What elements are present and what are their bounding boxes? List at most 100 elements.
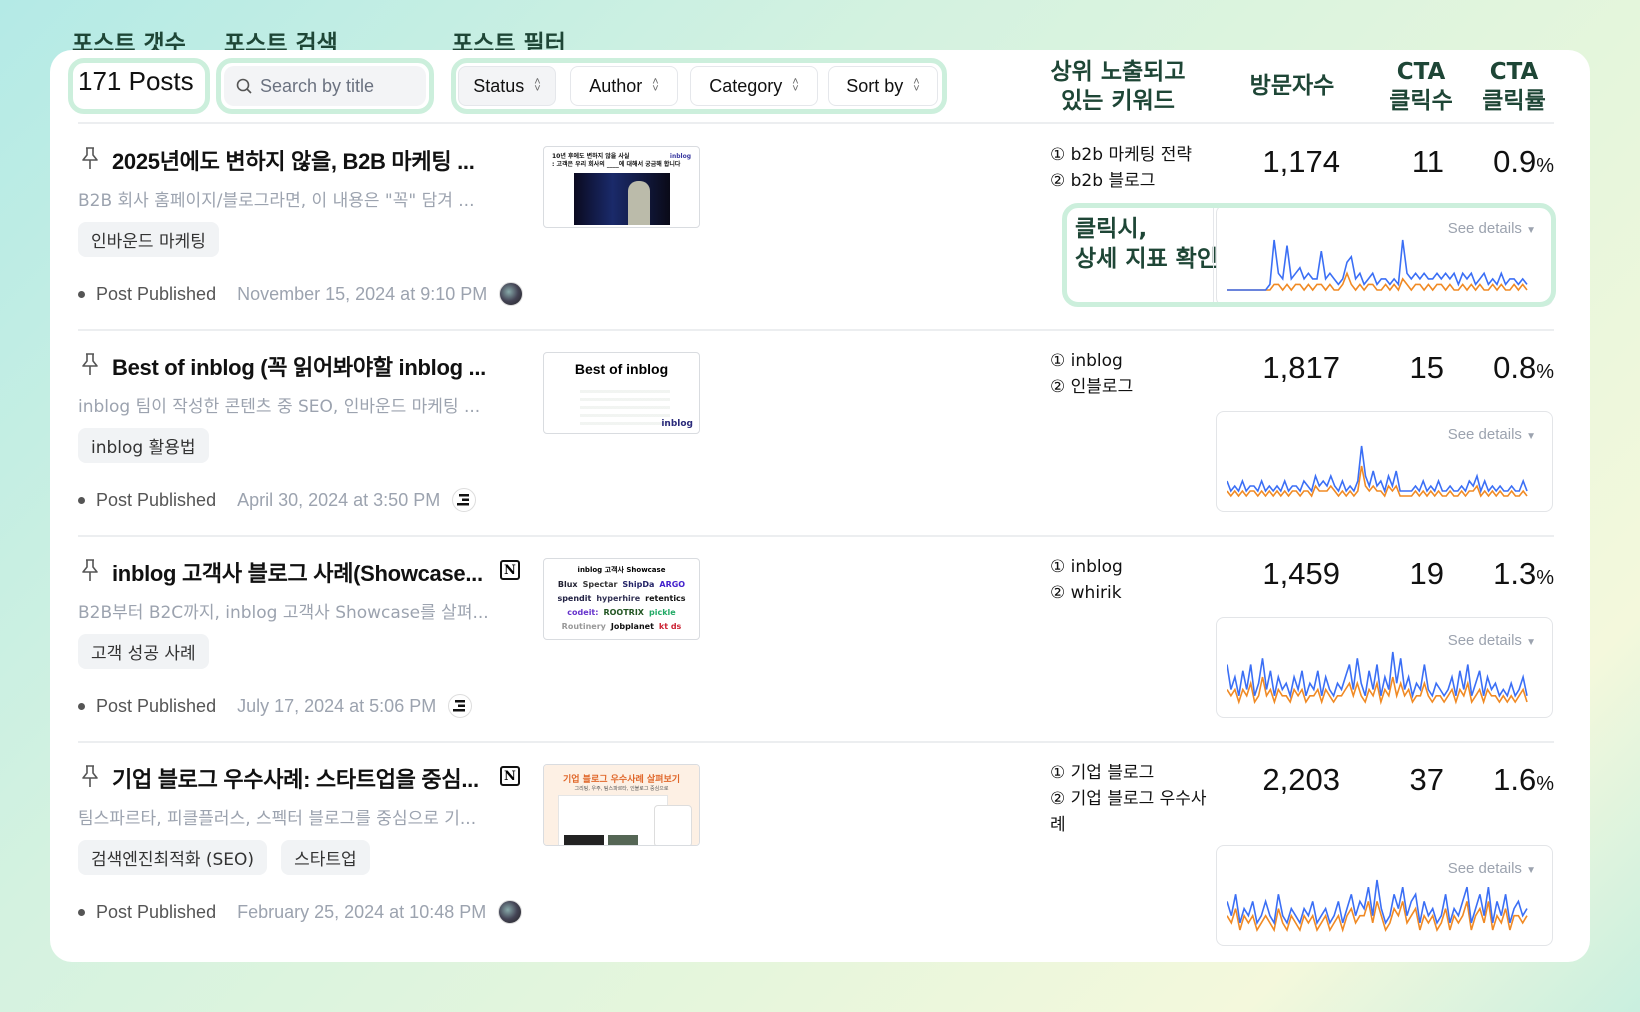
top-keywords: ① inblog ② 인블로그 [1050, 348, 1220, 400]
see-details-button[interactable]: See details ▼ [1448, 426, 1536, 443]
thumb-logo: kt ds [658, 622, 682, 631]
metrics-sparkline[interactable]: See details ▼ [1216, 845, 1553, 946]
thumb-logo: pickle [648, 608, 676, 617]
visitors-count: 2,203 [1262, 762, 1340, 797]
metrics-sparkline[interactable]: See details ▼ [1216, 205, 1553, 306]
search-box[interactable] [224, 66, 426, 106]
post-status: Post Published November 15, 2024 at 9:10 … [78, 282, 524, 306]
status-dot-icon [78, 290, 85, 298]
see-details-label: See details [1447, 632, 1522, 649]
thumb-logo: hyperhire [596, 594, 641, 603]
keyword: ② 인블로그 [1050, 377, 1134, 397]
post-title[interactable]: 기업 블로그 우수사례: 스타트업을 중심... [112, 767, 479, 792]
clicks-line [1227, 271, 1528, 292]
thumb-brand: inblog [661, 419, 693, 429]
category-tag[interactable]: 인바운드 마케팅 [78, 222, 219, 257]
author-filter[interactable]: Author ˄ ˅ [570, 66, 678, 106]
thumb-logo: Spectar [582, 580, 618, 589]
category-tag[interactable]: 검색엔진최적화 (SEO) [78, 840, 268, 875]
thumb-logo: ShipDa [622, 580, 655, 589]
cta-rate-value: 0.8 [1493, 350, 1537, 385]
click-annotation: 클릭시, 상세 지표 확인 [1062, 203, 1556, 307]
category-tag[interactable]: inblog 활용법 [78, 428, 209, 463]
category-filter[interactable]: Category ˄ ˅ [690, 66, 818, 106]
keyword: ① 기업 블로그 [1050, 763, 1155, 783]
post-status: Post Published February 25, 2024 at 10:48… [78, 900, 523, 924]
cta-clicks: 11 [1411, 144, 1444, 179]
post-row[interactable]: Best of inblog (꼭 읽어봐야할 inblog ... inblo… [0, 330, 1640, 537]
post-tags: 고객 성공 사례 [78, 634, 209, 669]
visitors-line [1227, 879, 1528, 926]
keyword: ② whirik [1050, 583, 1122, 603]
inblog-avatar-icon[interactable] [452, 488, 477, 512]
thumb-logo: spendit [557, 594, 592, 603]
cta-rate: 1.3% [1470, 556, 1554, 592]
column-cta-clicks: CTA 클릭수 [1389, 59, 1453, 114]
cta-clicks: 19 [1409, 556, 1444, 591]
category-tag[interactable]: 고객 성공 사례 [78, 634, 209, 669]
status-filter[interactable]: Status ˄ ˅ [458, 66, 556, 106]
pin-icon[interactable] [80, 146, 100, 174]
column-keywords: 상위 노출되고 있는 키워드 [1050, 59, 1186, 114]
thumb-text: inblog 고객사 Showcase [577, 566, 666, 574]
cta-rate-value: 0.9 [1493, 144, 1537, 179]
photo-avatar-icon[interactable] [498, 900, 523, 924]
post-tags: 인바운드 마케팅 [78, 222, 219, 257]
keyword: ② b2b 블로그 [1050, 171, 1156, 191]
photo-avatar-icon[interactable] [499, 282, 524, 306]
cta-rate: 0.9% [1470, 144, 1554, 180]
thumb-text: 그리팅, 우주, 팀스파르타, 인블로그 중심으로 [574, 786, 669, 792]
row-divider [78, 329, 1554, 331]
post-thumbnail[interactable]: 기업 블로그 우수사례 살펴보기 그리팅, 우주, 팀스파르타, 인블로그 중심으… [543, 764, 700, 846]
publish-date: July 17, 2024 at 5:06 PM [237, 695, 437, 716]
status-label: Post Published [96, 489, 217, 510]
post-thumbnail[interactable]: inblog 10년 후에도 변하지 않을 사실: 고객은 우리 회사의 ____… [543, 146, 700, 228]
status-label: Post Published [96, 695, 217, 716]
thumb-logo: Routinery [561, 622, 606, 631]
metrics-sparkline[interactable]: See details ▼ [1216, 411, 1553, 512]
row-divider [78, 535, 1554, 537]
highlight-search [216, 58, 434, 114]
metrics-sparkline[interactable]: See details ▼ [1216, 617, 1553, 718]
post-row[interactable]: 2025년에도 변하지 않을, B2B 마케팅 ... B2B 회사 홈페이지/… [0, 124, 1640, 331]
category-tag[interactable]: 스타트업 [281, 840, 370, 875]
top-keywords: ① inblog ② whirik [1050, 554, 1220, 606]
pin-icon[interactable] [80, 764, 100, 792]
thumb-logo: Blux [557, 580, 578, 589]
post-row[interactable]: 기업 블로그 우수사례: 스타트업을 중심... N 팀스파르타, 피클플러스,… [0, 742, 1640, 948]
chevron-updown-icon: ˄ ˅ [652, 76, 659, 95]
keyword: ② 기업 블로그 우수사례 [1050, 789, 1207, 835]
thumb-photo [574, 173, 670, 225]
inblog-avatar-icon[interactable] [448, 694, 473, 718]
status-dot-icon [78, 908, 85, 916]
post-status: Post Published April 30, 2024 at 3:50 PM [78, 488, 477, 512]
author-label: Author [589, 75, 643, 96]
post-title[interactable]: inblog 고객사 블로그 사례(Showcase... [112, 561, 483, 586]
post-row[interactable]: inblog 고객사 블로그 사례(Showcase... N B2B부터 B2… [0, 536, 1640, 743]
post-thumbnail[interactable]: Best of inblog inblog [543, 352, 700, 434]
post-title[interactable]: Best of inblog (꼭 읽어봐야할 inblog ... [112, 355, 486, 380]
post-description: B2B부터 B2C까지, inblog 고객사 Showcase를 살펴... [78, 603, 489, 623]
post-title[interactable]: 2025년에도 변하지 않을, B2B 마케팅 ... [112, 149, 475, 174]
column-cta-rate: CTA 클릭률 [1482, 59, 1546, 114]
post-status: Post Published July 17, 2024 at 5:06 PM [78, 694, 473, 718]
chevron-updown-icon: ˄ ˅ [534, 76, 541, 95]
see-details-button[interactable]: See details ▼ [1448, 632, 1536, 649]
search-input[interactable] [260, 75, 410, 97]
post-thumbnail[interactable]: inblog 고객사 Showcase Blux Spectar ShipDa ARGO… [543, 558, 700, 640]
visitors-line [1227, 239, 1528, 291]
keyword: ① inblog [1050, 351, 1123, 371]
post-count: 171 Posts [78, 66, 194, 96]
sort-by-filter[interactable]: Sort by ˄ ˅ [828, 66, 938, 106]
see-details-button[interactable]: See details ▼ [1448, 860, 1536, 877]
highlight-count [68, 58, 210, 114]
see-details-label: See details [1447, 426, 1522, 443]
status-dot-icon [78, 702, 85, 710]
post-description: B2B 회사 홈페이지/블로그라면, 이 내용은 "꼭" 담겨 ... [78, 191, 475, 211]
clicks-line [1227, 465, 1528, 498]
pin-icon[interactable] [80, 352, 100, 380]
pin-icon[interactable] [80, 558, 100, 586]
post-description: inblog 팀이 작성한 콘텐츠 중 SEO, 인바운드 마케팅 ... [78, 397, 481, 417]
see-details-button[interactable]: See details ▼ [1448, 220, 1536, 237]
column-visitors: 방문자수 [1249, 73, 1335, 99]
